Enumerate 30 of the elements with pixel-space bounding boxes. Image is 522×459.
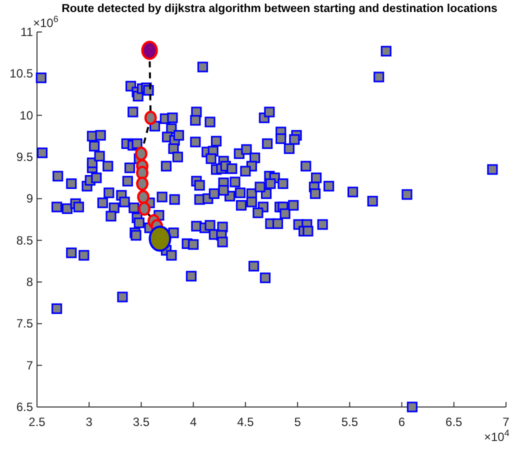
x-tick-label: 4 [190, 415, 197, 429]
point [138, 202, 151, 216]
x-tick-label: 5.5 [341, 415, 358, 429]
y-tick-label: 8.5 [16, 233, 34, 248]
x-tick-label: 6.5 [446, 415, 463, 429]
text: ×10$^{4}$ [484, 428, 510, 444]
y-tick-label: 8 [26, 275, 34, 289]
x-tick-label: 3 [86, 415, 93, 429]
y-tick-label: 7 [26, 358, 34, 372]
y-tick-label: 7.5 [16, 316, 34, 331]
x-tick-label: 3.5 [132, 415, 150, 429]
y-tick-label: 11 [20, 25, 34, 39]
x-tick-label: 6 [398, 415, 406, 429]
point [141, 40, 158, 60]
text: ×10$^{6}$ [33, 14, 58, 30]
point [137, 190, 150, 204]
point [136, 176, 148, 191]
y-tick-label: 10 [20, 108, 34, 122]
y-tick-label: 6.5 [16, 400, 34, 414]
x-tick-label: 4.5 [237, 415, 254, 429]
y-tick-label: 9 [26, 192, 34, 206]
y-tick-label: 10.5 [10, 66, 34, 81]
chart-title: Route detected by dijkstra algorithm between starting and destination locations [62, 3, 498, 15]
x-tick-label: 7 [502, 415, 510, 429]
x-tick-label: 2.5 [28, 415, 46, 429]
point [144, 110, 157, 125]
y-tick-label: 9.5 [16, 150, 34, 164]
point [135, 146, 148, 161]
point [148, 226, 172, 252]
x-tick-label: 5 [294, 415, 302, 429]
